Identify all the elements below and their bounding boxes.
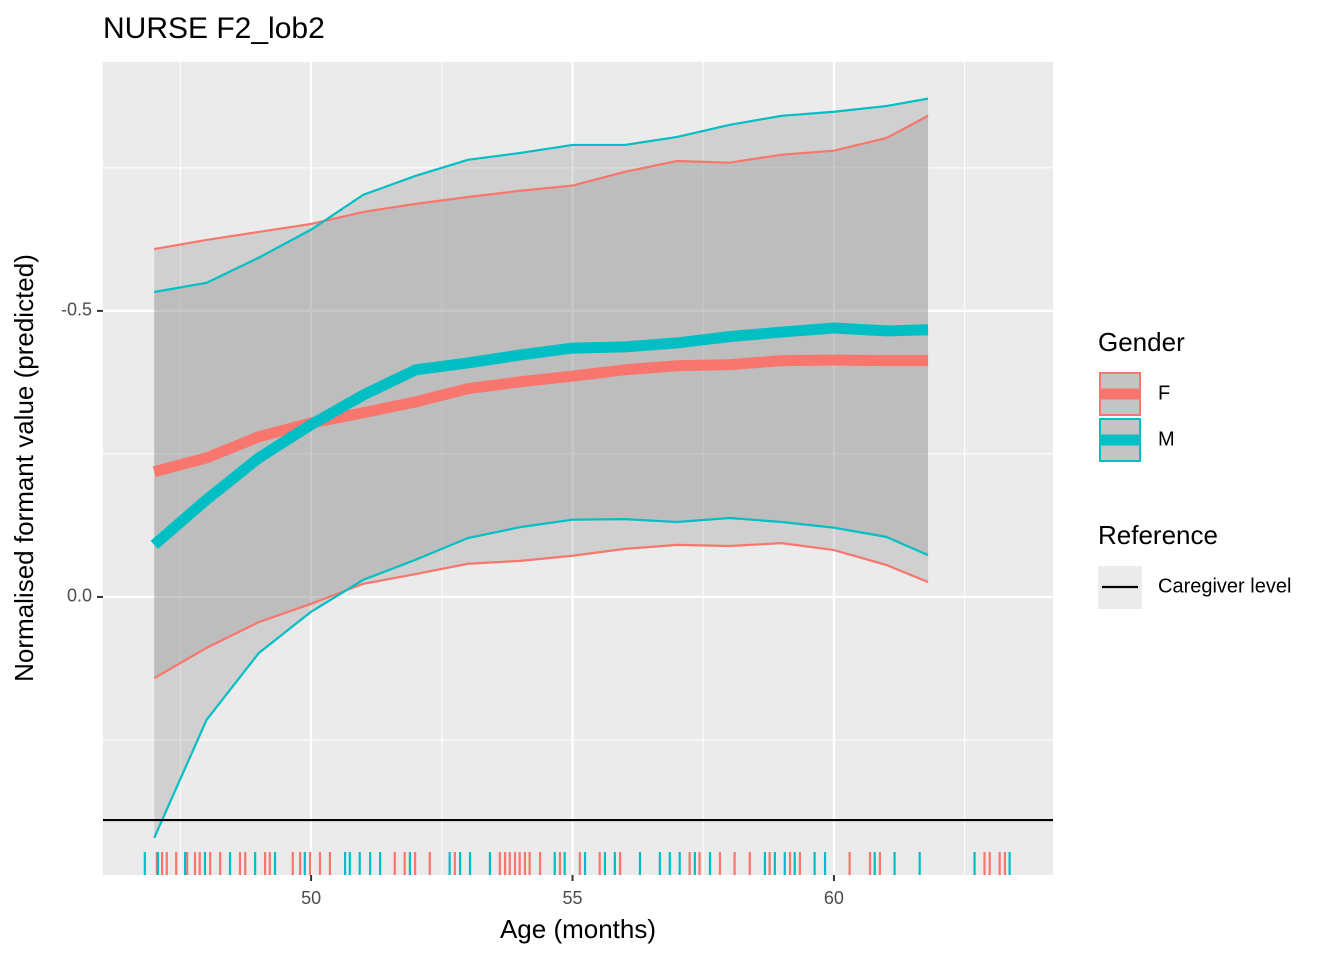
confidence-bound [154,114,929,251]
legend-label: Caregiver level [1158,575,1291,597]
x-tick-label: 50 [301,888,321,908]
confidence-bound [154,97,929,294]
chart-title: NURSE F2_lob2 [103,12,325,45]
fit-line [152,354,929,477]
x-axis-label: Age (months) [500,914,656,944]
confidence-bound [153,516,929,839]
legend-title: Reference [1098,520,1218,550]
confidence-bound [153,542,929,680]
x-tick-label: 60 [824,888,844,908]
legend-title: Gender [1098,327,1185,357]
y-tick-label: -0.5 [61,300,92,320]
y-axis-label: Normalised formant value (predicted) [9,254,39,682]
legend-label: M [1158,428,1175,450]
fit-line [150,322,929,550]
confidence-ribbon [154,98,929,838]
legend-label: F [1158,382,1170,404]
confidence-ribbon [154,115,929,679]
x-tick-label: 55 [562,888,582,908]
y-tick-label: 0.0 [67,586,92,606]
